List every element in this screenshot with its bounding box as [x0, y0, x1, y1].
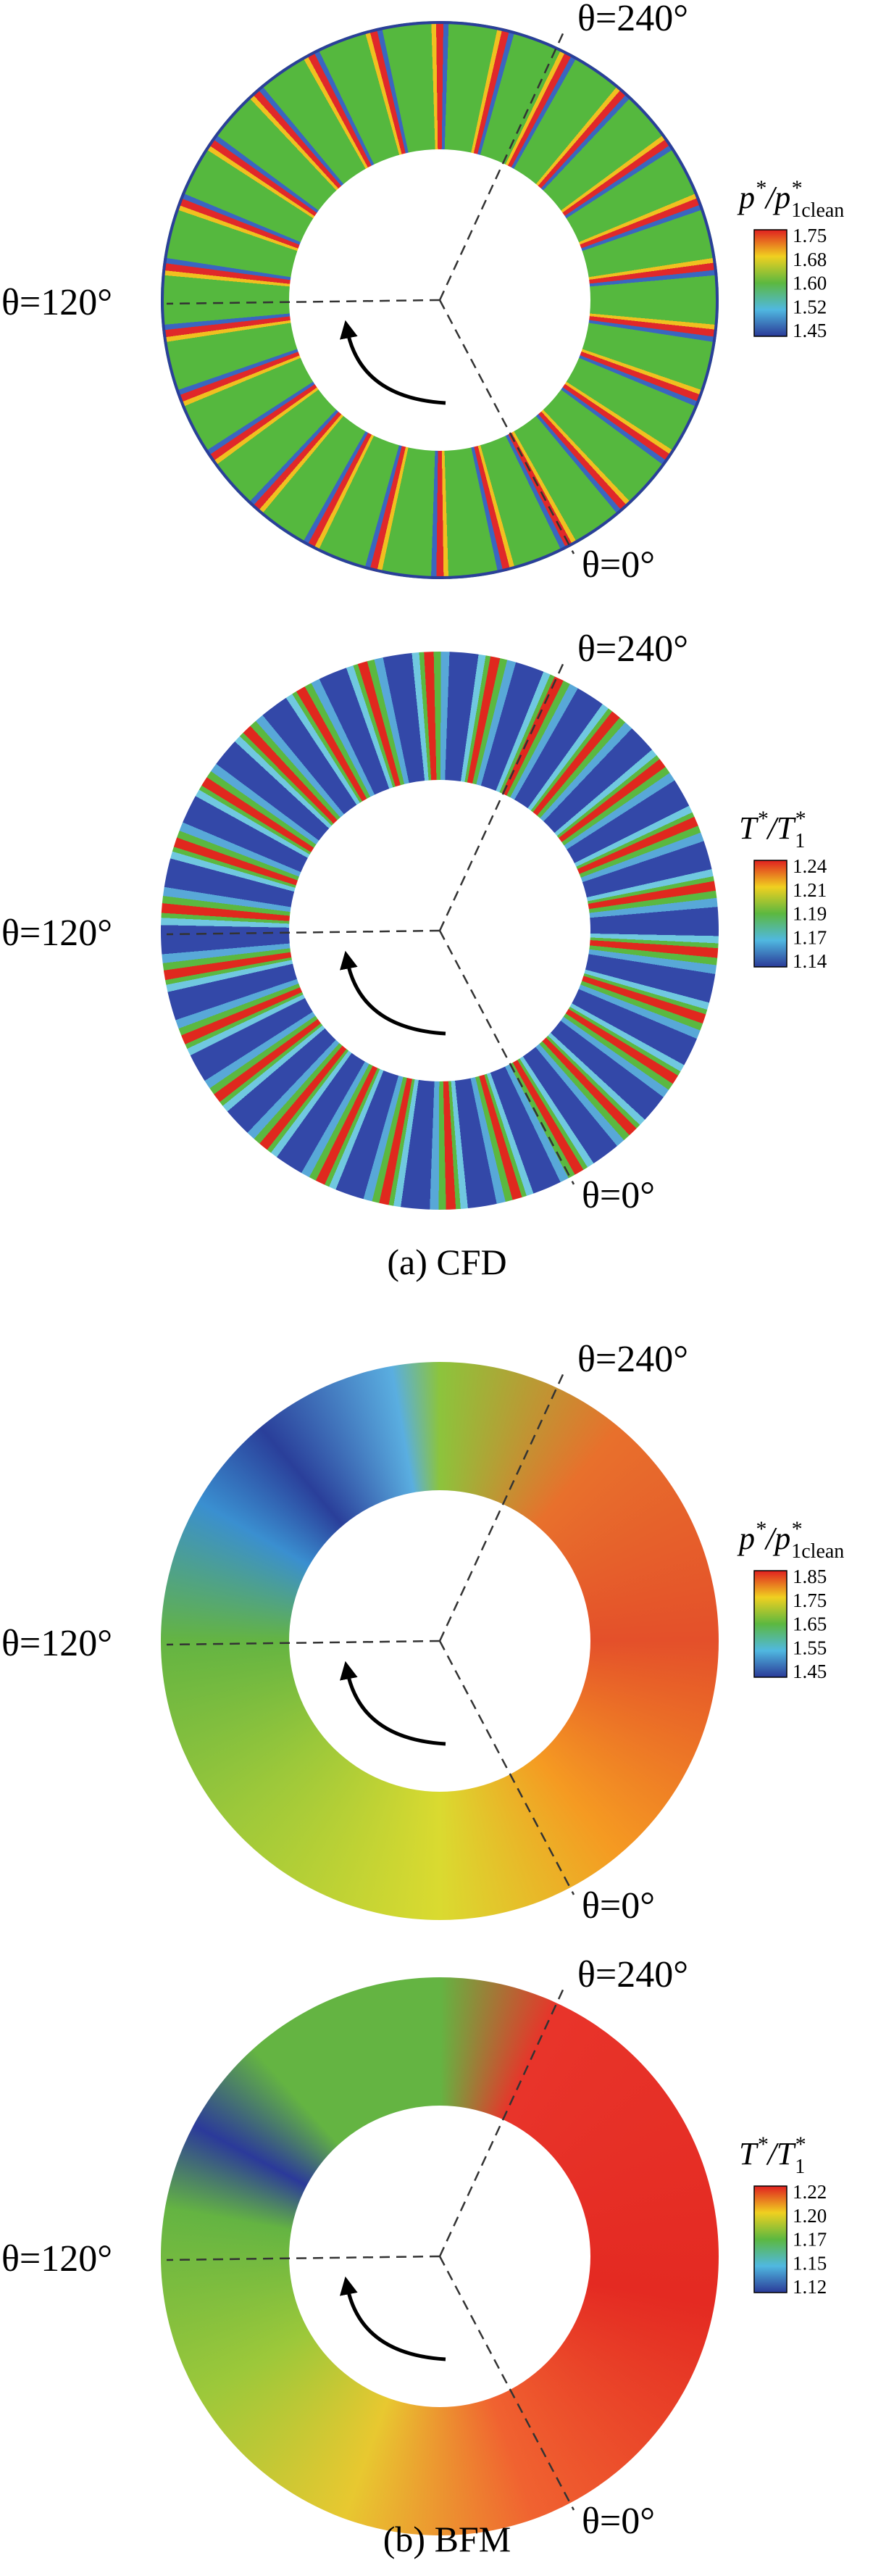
colorbar	[753, 2185, 788, 2293]
colorbar-title: T*/T* 1	[739, 2132, 805, 2178]
colorbar-tick-label: 1.65	[793, 1613, 827, 1635]
theta-label: θ=120°	[1, 1623, 112, 1664]
colorbar-tick-label: 1.60	[793, 273, 827, 294]
colorbar-tick-label: 1.20	[793, 2205, 827, 2227]
dashed-line	[166, 299, 440, 305]
caption: (a) CFD	[387, 1242, 506, 1282]
dashed-line	[438, 2256, 575, 2511]
title-part: p	[737, 1521, 755, 1556]
title-part: 1	[795, 2156, 805, 2178]
title-part: *	[756, 2132, 767, 2156]
colorbar-title: T*/T* 1	[739, 807, 805, 852]
colorbar-title: p*/p* 1clean	[737, 1517, 844, 1563]
theta-label: θ=240°	[577, 0, 688, 39]
title-part: *	[755, 176, 766, 200]
colorbar-tick-label: 1.17	[793, 926, 827, 948]
colorbar-tick-label: 1.45	[793, 320, 827, 341]
title-part: *	[755, 1517, 766, 1541]
title-part: 1clean	[791, 1540, 844, 1563]
rotation-arrow	[340, 2276, 446, 2361]
theta-label: θ=240°	[577, 1339, 688, 1380]
colorbar	[753, 1570, 788, 1678]
theta-label: θ=120°	[1, 282, 112, 323]
dashed-line	[166, 2255, 440, 2261]
title-part: /T	[765, 810, 796, 846]
dashed-line	[438, 1640, 575, 1895]
colorbar-tick-label: 1.17	[793, 2229, 827, 2251]
theta-label: θ=0°	[582, 1885, 655, 1927]
colorbar-tick-label: 1.22	[793, 2181, 827, 2203]
colorbar-tick-label: 1.14	[793, 950, 827, 972]
title-part: T	[739, 2136, 759, 2172]
theta-label: θ=120°	[1, 913, 112, 954]
colorbar	[753, 229, 788, 337]
title-part: p	[737, 180, 755, 215]
colorbar-tick-label: 1.19	[793, 903, 827, 925]
caption: (b) BFM	[383, 2519, 511, 2559]
rotation-arrow	[340, 1661, 446, 1746]
title-part: 1	[795, 830, 805, 852]
dashed-line	[438, 930, 575, 1185]
colorbar-tick-label: 1.75	[793, 225, 827, 246]
title-part: /p	[764, 1521, 790, 1556]
dashed-line	[438, 299, 575, 554]
colorbar-tick-label: 1.75	[793, 1590, 827, 1611]
dashed-line	[166, 1640, 440, 1646]
title-part: *	[790, 176, 801, 200]
colorbar-tick-label: 1.15	[793, 2252, 827, 2274]
title-part: /T	[765, 2136, 796, 2172]
title-part: *	[756, 807, 767, 831]
colorbar-tick-label: 1.55	[793, 1637, 827, 1658]
theta-label: θ=0°	[582, 2501, 655, 2542]
colorbar-tick-label: 1.85	[793, 1566, 827, 1587]
theta-label: θ=0°	[582, 544, 655, 586]
title-part: *	[794, 2132, 805, 2156]
rotation-arrow	[340, 320, 446, 405]
theta-label: θ=0°	[582, 1175, 655, 1216]
title-part: /p	[764, 180, 790, 215]
colorbar	[753, 860, 788, 968]
colorbar-title: p*/p* 1clean	[737, 176, 844, 222]
dashed-line	[166, 929, 440, 936]
title-part: *	[790, 1517, 801, 1541]
colorbar-tick-label: 1.45	[793, 1661, 827, 1682]
title-part: 1clean	[791, 199, 844, 222]
colorbar-tick-label: 1.68	[793, 249, 827, 270]
rotation-arrow	[340, 950, 446, 1036]
title-part: T	[739, 810, 759, 846]
colorbar-tick-label: 1.52	[793, 296, 827, 317]
colorbar-tick-label: 1.24	[793, 855, 827, 877]
colorbar-tick-label: 1.21	[793, 879, 827, 901]
theta-label: θ=240°	[577, 628, 688, 670]
colorbar-tick-label: 1.12	[793, 2276, 827, 2298]
title-part: *	[794, 807, 805, 831]
theta-label: θ=120°	[1, 2238, 112, 2280]
theta-label: θ=240°	[577, 1954, 688, 1995]
